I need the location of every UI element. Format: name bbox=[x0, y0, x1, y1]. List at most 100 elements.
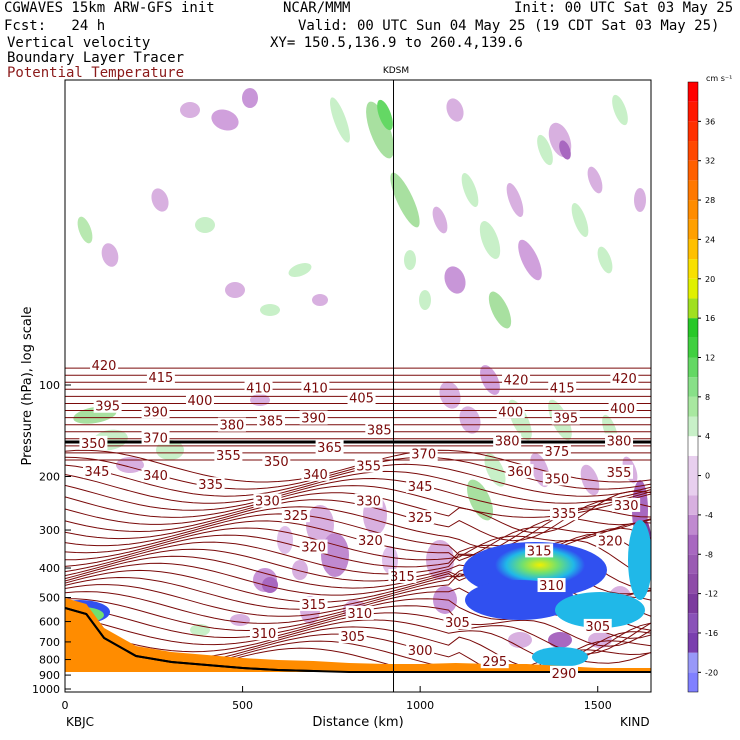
theta-label-bg bbox=[596, 533, 625, 548]
plot-frame bbox=[64, 79, 652, 693]
theta-label-bg bbox=[605, 464, 634, 479]
colorbar-tick-label: -20 bbox=[705, 668, 718, 677]
theta-label-bg bbox=[301, 380, 330, 395]
colorbar-segment bbox=[688, 632, 698, 653]
colorbar-tick-label: -4 bbox=[705, 511, 713, 520]
theta-label: 295 bbox=[482, 655, 507, 670]
vertical-velocity-cell bbox=[518, 239, 542, 281]
vertical-velocity-cell bbox=[260, 304, 280, 316]
vertical-velocity-cell bbox=[506, 182, 524, 218]
colorbar-segment bbox=[688, 101, 698, 122]
vertical-velocity-cell bbox=[180, 102, 200, 118]
vertical-velocity-cell bbox=[262, 577, 278, 593]
theta-label: 320 bbox=[301, 541, 326, 556]
theta-label: 315 bbox=[390, 570, 415, 585]
field-vertical-velocity: Vertical velocity bbox=[7, 35, 151, 51]
field-potential-temperature: Potential Temperature bbox=[7, 65, 185, 81]
theta-label: 375 bbox=[544, 445, 569, 460]
theta-label: 355 bbox=[356, 460, 381, 475]
theta-label-bg bbox=[365, 422, 394, 437]
vertical-velocity-cell bbox=[151, 188, 169, 212]
colorbar-segment bbox=[688, 554, 698, 574]
theta-label-bg bbox=[281, 508, 310, 523]
theta-label-bg bbox=[406, 479, 435, 494]
theta-label: 360 bbox=[507, 465, 532, 480]
theta-label: 355 bbox=[216, 449, 241, 464]
colorbar-segment bbox=[688, 652, 698, 673]
theta-label: 370 bbox=[143, 432, 168, 447]
theta-label: 400 bbox=[188, 394, 213, 409]
x-tick-label: 0 bbox=[62, 699, 69, 712]
vertical-velocity-cell bbox=[597, 246, 613, 274]
colorbar-segment bbox=[688, 200, 698, 220]
theta-label: 420 bbox=[504, 374, 529, 389]
colorbar-tick-label: 28 bbox=[705, 196, 715, 205]
left-station-label: KBJC bbox=[66, 715, 94, 729]
y-tick-label: 1000 bbox=[32, 683, 60, 696]
colorbar-tick-label: 32 bbox=[705, 157, 715, 166]
theta-label: 350 bbox=[264, 455, 289, 470]
colorbar-segment bbox=[688, 141, 698, 161]
theta-label: 395 bbox=[553, 412, 578, 427]
theta-label-bg bbox=[141, 404, 170, 419]
y-tick-label: 500 bbox=[39, 591, 60, 604]
theta-label: 300 bbox=[408, 644, 433, 659]
theta-label-bg bbox=[217, 417, 246, 432]
theta-label-bg bbox=[338, 629, 367, 644]
x-tick-label: 1000 bbox=[406, 699, 434, 712]
theta-label: 330 bbox=[255, 495, 280, 510]
field-boundary-layer-tracer: Boundary Layer Tracer bbox=[7, 50, 185, 66]
colorbar-segment bbox=[688, 160, 698, 181]
terrain bbox=[65, 598, 651, 692]
colorbar-segment bbox=[688, 357, 698, 378]
y-tick-label: 600 bbox=[39, 616, 60, 629]
theta-label-bg bbox=[196, 477, 225, 492]
colorbar-segment bbox=[688, 436, 698, 456]
vertical-velocity-cell bbox=[195, 217, 215, 233]
colorbar-tick-label: 16 bbox=[705, 314, 715, 323]
theta-label-bg bbox=[496, 404, 525, 419]
right-station-label: KIND bbox=[620, 715, 650, 729]
theta-label: 330 bbox=[614, 499, 639, 514]
vertical-velocity-cell bbox=[211, 109, 239, 131]
theta-label: 380 bbox=[607, 434, 632, 449]
vertical-velocity-cell bbox=[461, 172, 479, 208]
colorbar-segment bbox=[688, 455, 698, 496]
colorbar-tick-label: 4 bbox=[705, 432, 710, 441]
y-tick-label: 800 bbox=[39, 654, 60, 667]
theta-label: 380 bbox=[220, 419, 245, 434]
theta-label: 400 bbox=[610, 402, 635, 417]
vertical-velocity-cell bbox=[488, 291, 512, 329]
colorbar-segment bbox=[688, 121, 698, 142]
colorbar-tick-label: 24 bbox=[705, 235, 715, 244]
theta-label-bg bbox=[388, 569, 417, 584]
theta-label: 290 bbox=[552, 667, 577, 682]
colorbar-segment bbox=[688, 278, 698, 299]
theta-label-bg bbox=[299, 539, 328, 554]
theta-label: 420 bbox=[612, 372, 637, 387]
vertical-velocity-cell bbox=[288, 263, 312, 277]
colorbar-segment bbox=[688, 396, 698, 417]
vertical-velocity-cell bbox=[101, 243, 119, 267]
colorbar: -20 -16 -12 -8 -4 0 4 8 12 16 20 24 28 32 36 bbox=[687, 81, 718, 693]
theta-label: 345 bbox=[408, 480, 433, 495]
theta-label-bg bbox=[93, 398, 122, 413]
vertical-velocity-cell bbox=[366, 101, 394, 159]
theta-label: 390 bbox=[143, 405, 168, 420]
colorbar-segment bbox=[688, 219, 698, 240]
colorbar-segment bbox=[688, 672, 698, 692]
colorbar-tick-label: -8 bbox=[705, 550, 713, 559]
vertical-velocity-cell bbox=[444, 266, 466, 294]
theta-label-bg bbox=[214, 448, 243, 463]
theta-label-bg bbox=[354, 493, 383, 508]
theta-label-bg bbox=[443, 615, 472, 630]
theta-label-bg bbox=[583, 618, 612, 633]
vertical-velocity-cell bbox=[419, 290, 431, 310]
theta-label: 310 bbox=[251, 627, 276, 642]
theta-label: 310 bbox=[539, 579, 564, 594]
vertical-velocity-cell bbox=[277, 526, 293, 554]
colorbar-segment bbox=[688, 239, 698, 260]
theta-label: 305 bbox=[445, 616, 470, 631]
y-tick-label: 300 bbox=[39, 524, 60, 537]
